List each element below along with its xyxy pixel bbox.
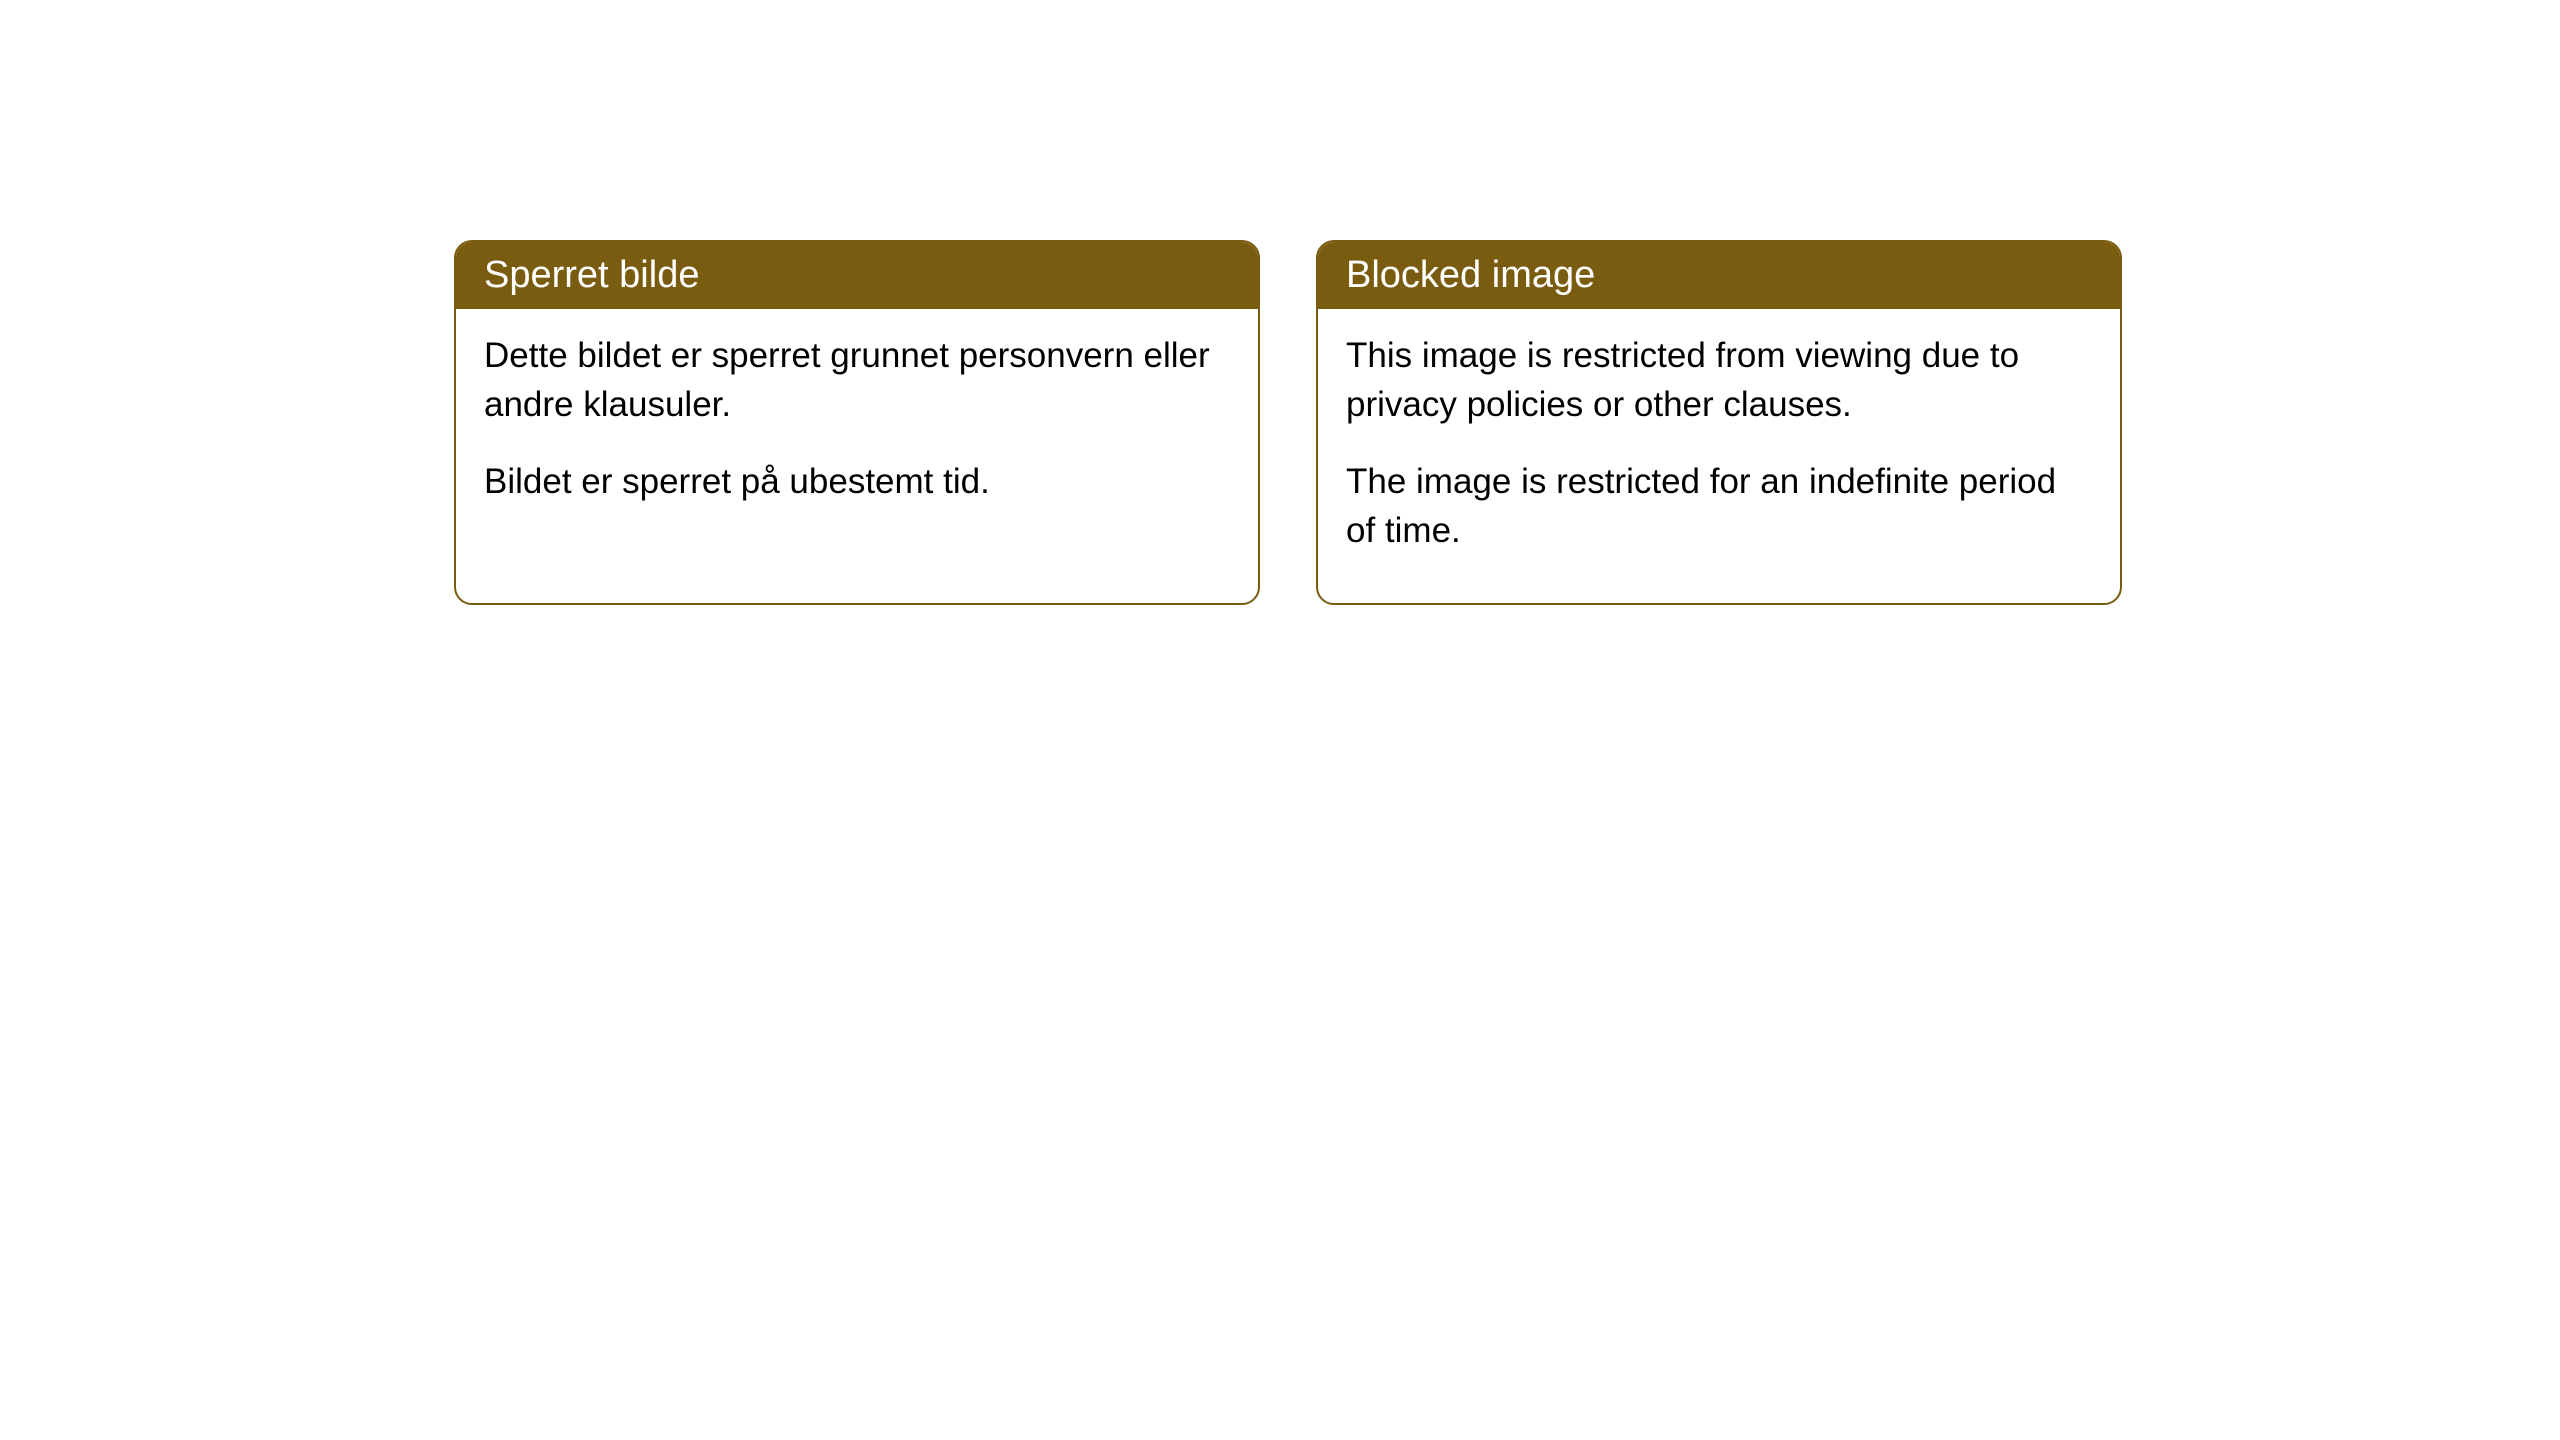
notice-card-english: Blocked image This image is restricted f… [1316, 240, 2122, 605]
card-paragraph: Bildet er sperret på ubestemt tid. [484, 457, 1230, 506]
notice-card-norwegian: Sperret bilde Dette bildet er sperret gr… [454, 240, 1260, 605]
card-paragraph: Dette bildet er sperret grunnet personve… [484, 331, 1230, 429]
card-title: Sperret bilde [456, 242, 1258, 309]
card-title: Blocked image [1318, 242, 2120, 309]
notice-container: Sperret bilde Dette bildet er sperret gr… [454, 240, 2122, 605]
card-paragraph: This image is restricted from viewing du… [1346, 331, 2092, 429]
card-paragraph: The image is restricted for an indefinit… [1346, 457, 2092, 555]
card-body: Dette bildet er sperret grunnet personve… [456, 309, 1258, 554]
card-body: This image is restricted from viewing du… [1318, 309, 2120, 603]
